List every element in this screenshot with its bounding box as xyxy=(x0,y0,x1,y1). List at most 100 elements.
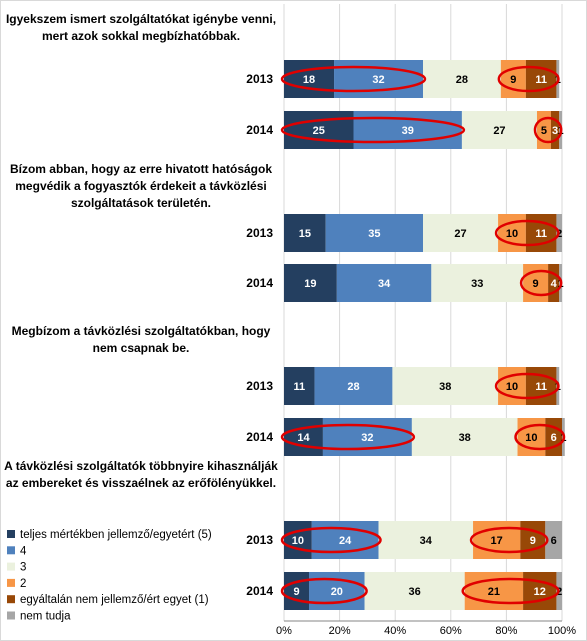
legend-label: 4 xyxy=(20,545,27,557)
data-label: 9 xyxy=(510,74,516,86)
data-label: 6 xyxy=(551,535,557,547)
x-tick-label: 20% xyxy=(329,625,351,637)
bar-segment xyxy=(545,521,562,559)
data-label: 6 xyxy=(551,432,557,444)
legend-label: 2 xyxy=(20,578,26,590)
x-tick-label: 80% xyxy=(495,625,517,637)
question-text: szolgáltatások területén. xyxy=(71,196,211,210)
bar-segment xyxy=(550,111,560,149)
data-label: 12 xyxy=(534,586,546,598)
bar-segment xyxy=(364,572,465,610)
year-label: 2014 xyxy=(246,430,273,444)
data-label: 5 xyxy=(541,125,547,137)
data-label: 39 xyxy=(402,125,414,137)
bar-segment xyxy=(431,264,524,302)
bar-segment xyxy=(284,111,354,149)
data-label: 11 xyxy=(535,74,547,86)
year-label: 2013 xyxy=(246,379,273,393)
data-label: 11 xyxy=(535,381,547,393)
data-label: 19 xyxy=(304,278,316,290)
question-text: Igyekszem ismert szolgáltatókat igénybe … xyxy=(6,12,276,26)
year-label: 2013 xyxy=(246,226,273,240)
year-label: 2014 xyxy=(246,276,273,290)
bar-segment xyxy=(284,521,312,559)
year-label: 2013 xyxy=(246,72,273,86)
bar-segment xyxy=(523,572,557,610)
data-label: 34 xyxy=(378,278,391,290)
data-label: 9 xyxy=(530,535,536,547)
legend-swatch xyxy=(7,562,15,571)
highlight-ellipse xyxy=(280,577,368,605)
bar-segment xyxy=(284,264,337,302)
legend-label: 3 xyxy=(20,562,26,574)
data-label: 14 xyxy=(297,432,310,444)
year-label: 2014 xyxy=(246,584,273,598)
data-label: 9 xyxy=(293,586,299,598)
data-label: 27 xyxy=(454,228,466,240)
bar-segment xyxy=(392,367,499,405)
data-label: 32 xyxy=(361,432,373,444)
legend-label: egyáltalán nem jellemző/ért egyet (1) xyxy=(20,594,209,606)
data-label: 11 xyxy=(293,381,305,393)
highlight-ellipse xyxy=(280,116,466,144)
data-label: 10 xyxy=(506,228,518,240)
highlight-ellipse xyxy=(280,423,416,451)
data-label: 33 xyxy=(471,278,483,290)
bar-segment xyxy=(284,367,315,405)
bar-segment xyxy=(423,60,501,98)
highlight-ellipse xyxy=(280,526,382,554)
bar-segment xyxy=(461,111,537,149)
question-text: mert azok sokkal megbízhatóbbak. xyxy=(42,29,240,43)
data-label: 24 xyxy=(339,535,352,547)
data-label: 17 xyxy=(491,535,503,547)
data-label: 27 xyxy=(493,125,505,137)
bar-segment xyxy=(548,264,560,302)
question-text: A távközlési szolgáltatók többnyire kiha… xyxy=(4,459,278,473)
legend-swatch xyxy=(7,530,15,538)
bar-segment xyxy=(520,521,546,559)
data-label: 32 xyxy=(372,74,384,86)
legend-swatch xyxy=(7,611,15,620)
highlight-ellipse xyxy=(533,116,563,144)
question-text: nem csapnak be. xyxy=(93,341,190,355)
highlight-ellipse xyxy=(514,423,566,451)
bar-segment xyxy=(284,572,310,610)
data-label: 36 xyxy=(409,586,421,598)
bar-segment xyxy=(314,367,393,405)
legend-label: nem tudja xyxy=(20,611,71,623)
question-text: Megbízom a távközlési szolgáltatókban, h… xyxy=(12,324,271,338)
year-label: 2013 xyxy=(246,533,273,547)
highlight-ellipse xyxy=(461,577,560,605)
highlight-ellipse xyxy=(497,65,560,93)
data-label: 10 xyxy=(506,381,518,393)
data-label: 25 xyxy=(313,125,325,137)
data-label: 35 xyxy=(368,228,380,240)
bar-segment xyxy=(336,264,432,302)
question-text: az embereket és visszaélnek az erőfölény… xyxy=(6,476,276,490)
legend-swatch xyxy=(7,578,15,587)
data-label: 10 xyxy=(525,432,537,444)
data-label: 34 xyxy=(420,535,433,547)
data-label: 9 xyxy=(533,278,539,290)
highlight-ellipse xyxy=(280,65,427,93)
x-tick-label: 60% xyxy=(440,625,462,637)
x-tick-label: 100% xyxy=(548,625,576,637)
data-label: 38 xyxy=(459,432,471,444)
data-label: 18 xyxy=(303,74,315,86)
data-label: 3 xyxy=(552,125,558,137)
year-label: 2014 xyxy=(246,123,273,137)
question-text: Bízom abban, hogy az erre hivatott hatós… xyxy=(10,162,272,176)
data-label: 4 xyxy=(551,278,558,290)
bar-segment xyxy=(423,214,499,252)
bar-segment xyxy=(284,418,323,456)
legend-label: teljes mértékben jellemző/egyetért (5) xyxy=(20,529,212,541)
highlight-ellipse xyxy=(519,269,563,297)
highlight-ellipse xyxy=(494,219,560,247)
bar-segment xyxy=(411,418,518,456)
x-tick-label: 40% xyxy=(384,625,406,637)
question-text: megvédik a fogyasztók érdekeit a távközl… xyxy=(15,179,266,193)
highlight-ellipse xyxy=(494,372,560,400)
bar-segment xyxy=(325,214,423,252)
bar-segment xyxy=(378,521,474,559)
